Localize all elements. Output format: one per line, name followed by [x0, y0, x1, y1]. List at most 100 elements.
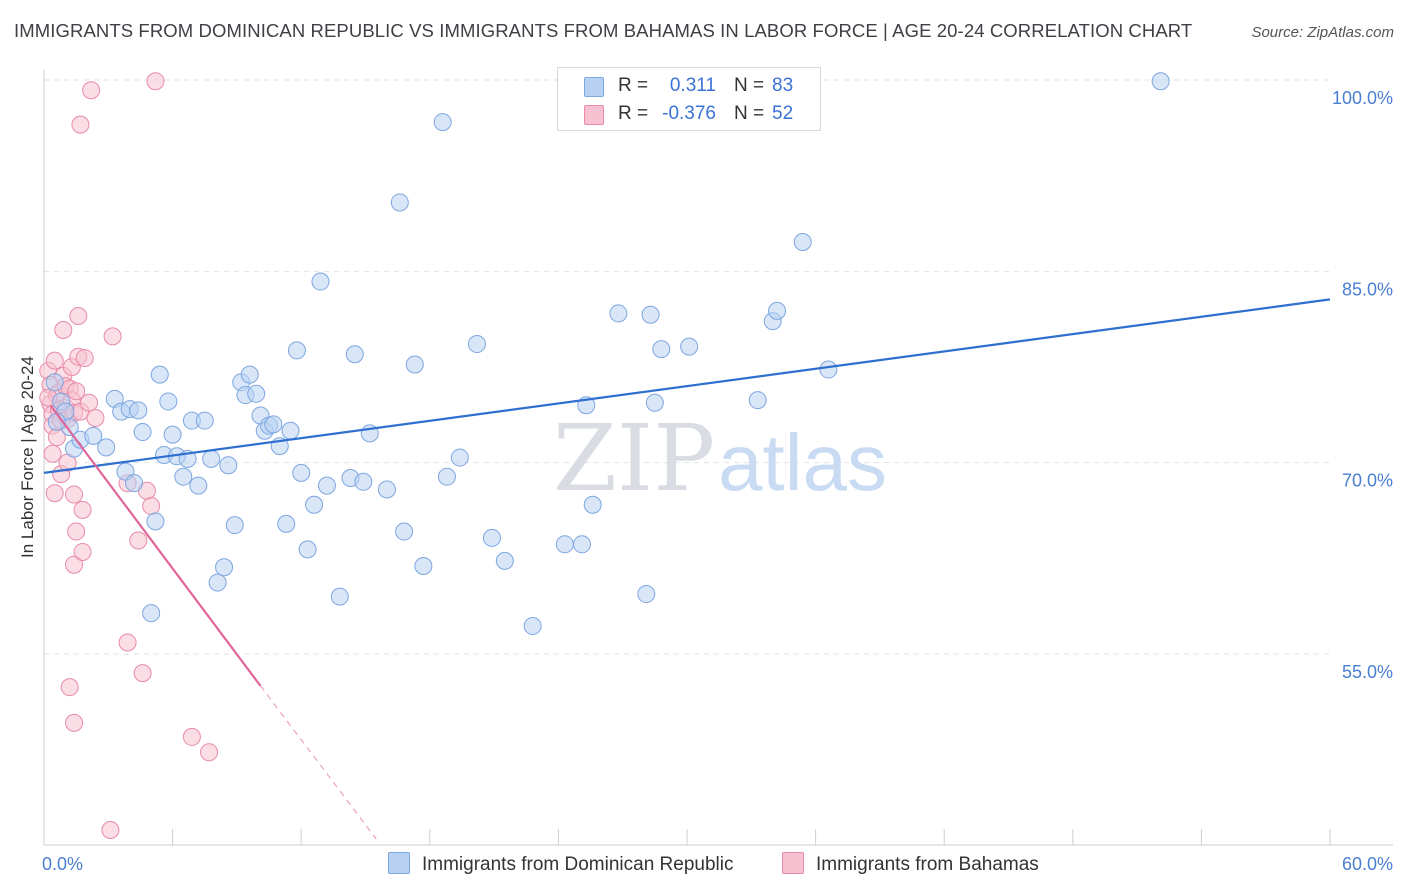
- correlation-legend: R = 0.311 N = 83 R = -0.376 N = 52: [557, 67, 821, 131]
- dominican-data-point: [405, 355, 424, 374]
- bahamas-data-point: [67, 382, 86, 401]
- legend-r-label: R =: [618, 75, 649, 96]
- dominican-data-point: [793, 232, 812, 251]
- bahamas-data-point: [60, 678, 79, 697]
- dominican-data-point: [495, 551, 514, 570]
- dominican-data-point: [195, 411, 214, 430]
- y-tick-label: 85.0%: [1342, 279, 1393, 299]
- dominican-data-point: [748, 391, 767, 410]
- legend-n-value: 83: [772, 75, 794, 96]
- dominican-data-point: [163, 425, 182, 444]
- x-tick-label: 60.0%: [1342, 854, 1393, 874]
- bahamas-data-point: [71, 115, 90, 134]
- dominican-data-point: [174, 467, 193, 486]
- dominican-data-point: [641, 305, 660, 324]
- bahamas-data-point: [182, 727, 201, 746]
- dominican-data-point: [277, 514, 296, 533]
- bahamas-data-point: [65, 713, 84, 732]
- bahamas-data-point: [142, 497, 161, 516]
- dominican-data-point: [572, 535, 591, 554]
- dominican-data-point: [298, 540, 317, 559]
- dominican-data-point: [281, 421, 300, 440]
- legend-n-label: N =: [734, 75, 765, 96]
- dominican-data-point: [819, 360, 838, 379]
- dominican-points: [45, 72, 1170, 635]
- dominican-data-point: [645, 393, 664, 412]
- series-swatch-pink: [782, 852, 804, 874]
- bahamas-data-point: [45, 351, 64, 370]
- bahamas-data-point: [133, 664, 152, 683]
- axes: [43, 70, 1393, 846]
- dominican-data-point: [652, 340, 671, 359]
- dominican-data-point: [150, 365, 169, 384]
- dominican-data-point: [637, 585, 656, 604]
- series-swatch-blue: [388, 852, 410, 874]
- dominican-data-point: [467, 335, 486, 354]
- dominican-data-point: [292, 463, 311, 482]
- dominican-data-point: [247, 384, 266, 403]
- series-legend-label: Immigrants from Dominican Republic: [422, 854, 734, 875]
- trend-lines: [43, 298, 1331, 840]
- bahamas-data-point: [43, 444, 62, 463]
- bahamas-data-point: [65, 555, 84, 574]
- y-tick-label: 100.0%: [1332, 88, 1393, 108]
- dominican-data-point: [125, 474, 144, 493]
- bahamas-trend-line: [49, 404, 262, 687]
- dominican-data-point: [345, 345, 364, 364]
- bahamas-data-point: [200, 743, 219, 762]
- dominican-data-point: [330, 587, 349, 606]
- bahamas-data-point: [129, 531, 148, 550]
- legend-r-value: -0.376: [662, 103, 716, 124]
- y-tick-label: 55.0%: [1342, 662, 1393, 682]
- dominican-data-point: [287, 341, 306, 360]
- dominican-data-point: [390, 193, 409, 212]
- dominican-data-point: [84, 426, 103, 445]
- dominican-data-point: [305, 495, 324, 514]
- dominican-data-point: [97, 438, 116, 457]
- series-legend-bahamas[interactable]: Immigrants from Bahamas: [782, 852, 1039, 876]
- dominican-data-point: [146, 512, 165, 531]
- legend-n-label: N =: [734, 103, 765, 124]
- bahamas-data-point: [69, 306, 88, 325]
- tick-labels: 100.0% 85.0% 70.0% 55.0% 0.0% 60.0%: [42, 88, 1393, 874]
- legend-r-label: R =: [618, 103, 649, 124]
- chart-title: IMMIGRANTS FROM DOMINICAN REPUBLIC VS IM…: [14, 20, 1193, 41]
- dominican-data-point: [45, 373, 64, 392]
- bahamas-data-point: [45, 484, 64, 503]
- dominican-data-point: [264, 415, 283, 434]
- dominican-data-point: [395, 522, 414, 541]
- dominican-data-point: [354, 472, 373, 491]
- dominican-data-point: [437, 467, 456, 486]
- watermark-zip: ZIP: [553, 405, 715, 512]
- dominican-data-point: [414, 556, 433, 575]
- bahamas-data-point: [82, 81, 101, 100]
- bahamas-trend-extension: [259, 685, 377, 840]
- dominican-data-point: [583, 495, 602, 514]
- y-tick-label: 70.0%: [1342, 471, 1393, 491]
- bahamas-data-point: [146, 72, 165, 91]
- dominican-data-point: [609, 304, 628, 323]
- dominican-data-point: [768, 301, 787, 320]
- legend-n-value: 52: [772, 103, 794, 124]
- bahamas-data-point: [73, 500, 92, 519]
- source-label: Source: ZipAtlas.com: [1251, 24, 1394, 41]
- dominican-data-point: [189, 476, 208, 495]
- bahamas-data-point: [65, 485, 84, 504]
- dominican-data-point: [215, 558, 234, 577]
- series-legend-dominican[interactable]: Immigrants from Dominican Republic: [388, 852, 734, 876]
- series-legend: Immigrants from Dominican Republic Immig…: [0, 852, 1406, 878]
- dominican-data-point: [225, 516, 244, 535]
- bahamas-data-point: [86, 409, 105, 428]
- dominican-data-point: [555, 535, 574, 554]
- dominican-data-point: [680, 337, 699, 356]
- dominican-data-point: [311, 272, 330, 291]
- dominican-trend-line: [43, 298, 1331, 474]
- series-legend-label: Immigrants from Bahamas: [816, 854, 1039, 875]
- dominican-data-point: [202, 449, 221, 468]
- y-axis-title: In Labor Force | Age 20-24: [18, 356, 37, 558]
- dominican-data-point: [523, 616, 542, 635]
- dominican-data-point: [208, 573, 227, 592]
- bahamas-data-point: [101, 821, 120, 840]
- bahamas-data-point: [67, 522, 86, 541]
